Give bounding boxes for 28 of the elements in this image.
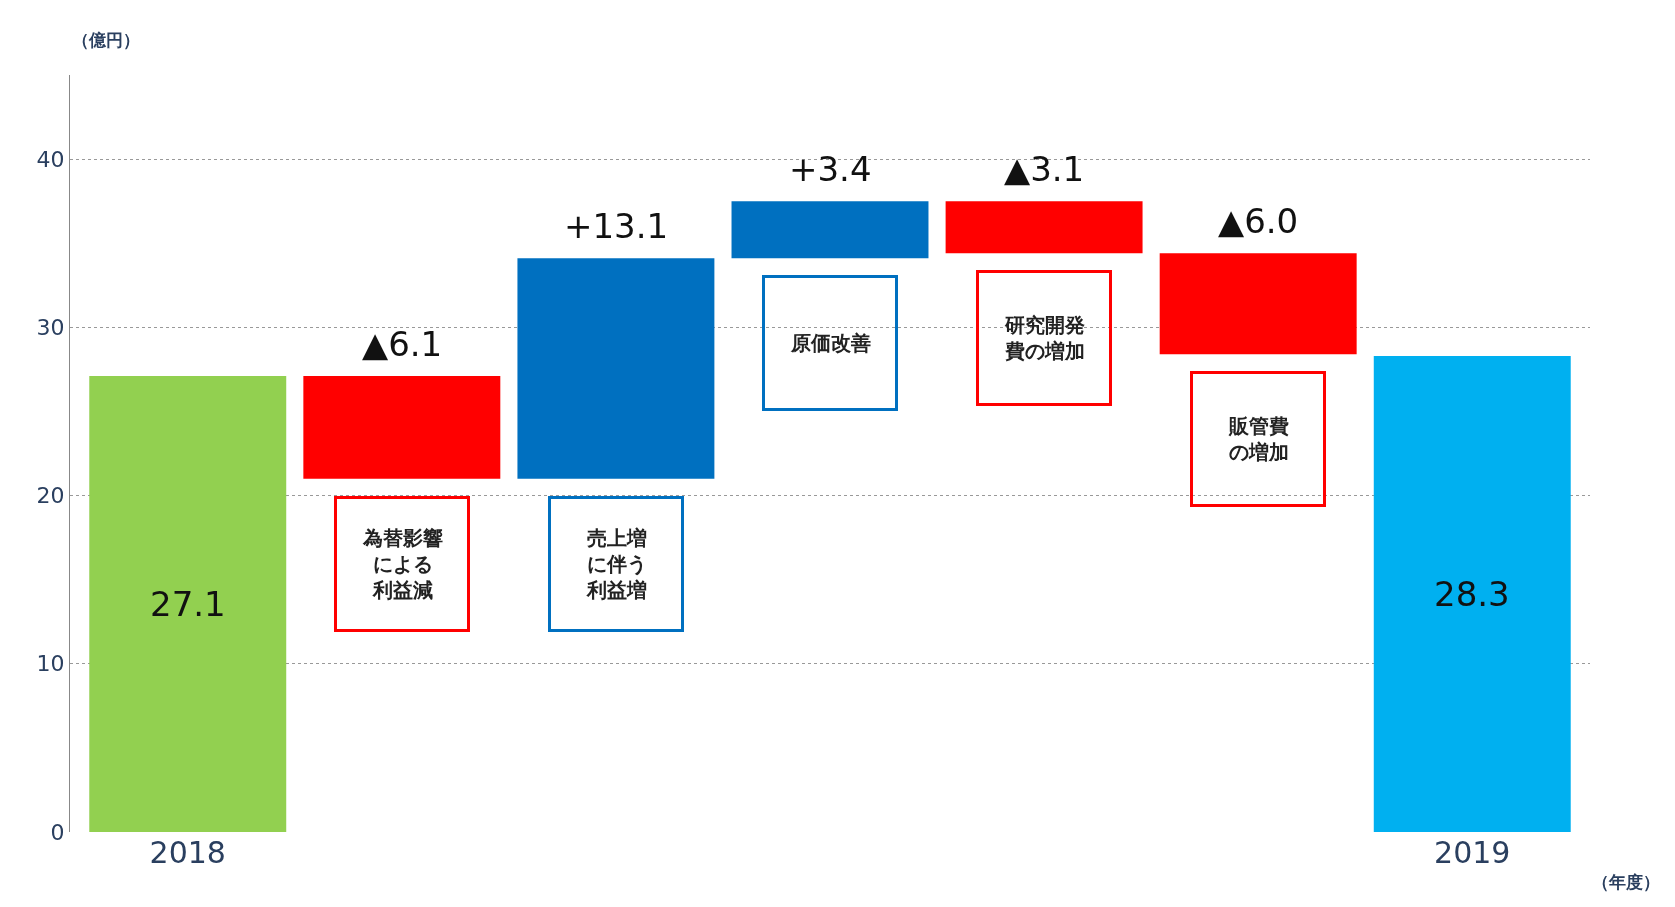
bar <box>89 376 287 832</box>
x-tick-label: 原価改善 <box>789 331 871 355</box>
y-tick-label: 20 <box>36 483 65 509</box>
bar <box>945 201 1143 254</box>
y-tick-label: 0 <box>50 819 65 845</box>
x-tick-label: 販管費の増加 <box>1227 414 1289 464</box>
data-label: ▲6.0 <box>1218 201 1299 241</box>
y-tick-label: 30 <box>36 315 65 341</box>
x-axis-title: （年度） <box>1592 872 1660 892</box>
y-axis-title: （億円） <box>72 30 140 50</box>
bar <box>1159 253 1357 355</box>
data-label: ▲6.1 <box>362 324 443 364</box>
y-tick-label: 10 <box>36 651 65 677</box>
bar <box>517 258 715 479</box>
x-tick-label: 2018 <box>149 835 226 870</box>
data-label: 27.1 <box>150 584 226 624</box>
bar <box>303 376 501 479</box>
x-tick-label: 研究開発費の増加 <box>1003 313 1085 363</box>
data-label: ▲3.1 <box>1004 149 1085 189</box>
data-label: 28.3 <box>1434 574 1510 614</box>
data-label: +3.4 <box>789 149 872 189</box>
x-tick-label: 2019 <box>1434 835 1511 870</box>
y-tick-label: 40 <box>36 146 65 172</box>
x-tick-label: 為替影響による利益減 <box>361 526 443 602</box>
bar <box>1373 355 1571 832</box>
x-tick-label: 売上増に伴う利益増 <box>585 526 647 602</box>
bar <box>731 201 929 259</box>
data-label: +13.1 <box>564 206 669 246</box>
